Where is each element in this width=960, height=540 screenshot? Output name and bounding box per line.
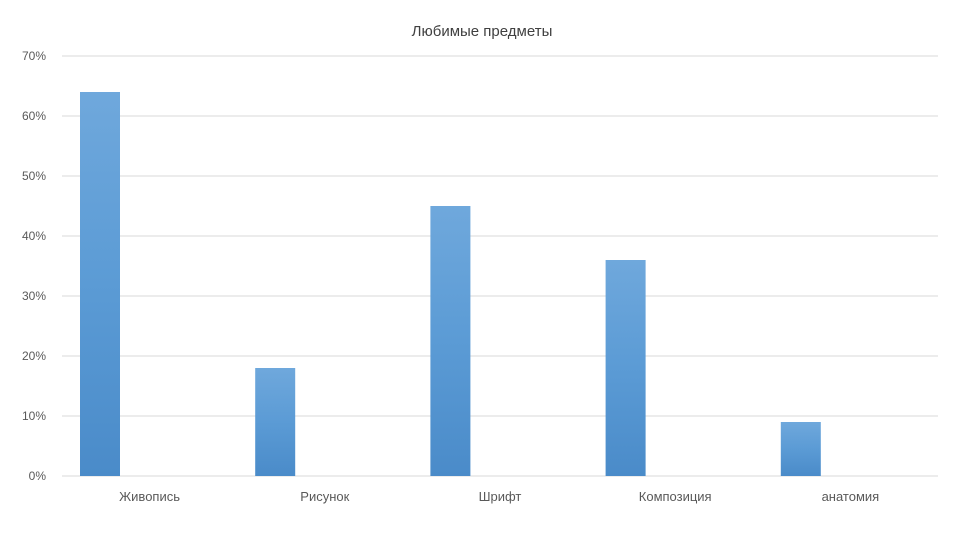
y-tick-label: 70%: [22, 49, 46, 63]
bar: [605, 260, 646, 476]
y-tick-label: 60%: [22, 109, 46, 123]
x-tick-label: Рисунок: [300, 489, 349, 504]
y-tick-label: 30%: [22, 289, 46, 303]
x-tick-label: Композиция: [639, 489, 712, 504]
x-tick-label: Шрифт: [479, 489, 522, 504]
bar: [80, 92, 120, 476]
bar: [255, 368, 296, 476]
y-tick-label: 50%: [22, 169, 46, 183]
y-tick-label: 40%: [22, 229, 46, 243]
y-tick-label: 20%: [22, 349, 46, 363]
y-tick-label: 0%: [29, 469, 47, 483]
y-axis-ticks: 0% 10% 20% 30% 40% 50% 60% 70%: [22, 49, 46, 483]
grid-lines: [62, 55, 938, 477]
x-axis-labels: Живопись Рисунок Шрифт Композиция анатомия: [119, 489, 879, 504]
x-tick-label: Живопись: [119, 489, 180, 504]
x-tick-label: анатомия: [822, 489, 880, 504]
bar: [430, 206, 471, 476]
bar: [780, 422, 821, 476]
y-tick-label: 10%: [22, 409, 46, 423]
bars: [80, 92, 821, 476]
chart-title: Любимые предметы: [412, 23, 553, 40]
